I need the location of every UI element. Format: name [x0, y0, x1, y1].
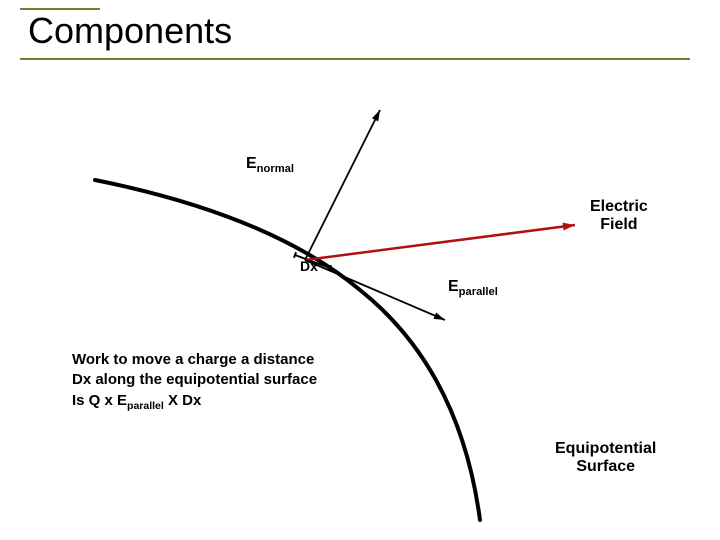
efield-vector [305, 223, 575, 260]
label-e-normal: Enormal [246, 155, 294, 175]
label-equipotential: EquipotentialSurface [555, 440, 656, 476]
label-dx: Dx [300, 258, 318, 274]
enormal-vector [305, 110, 380, 260]
work-text: Work to move a charge a distanceDx along… [72, 350, 317, 413]
slide: Components Enormal ElectricField Dx Epar… [0, 0, 720, 540]
label-electric-field: ElectricField [590, 198, 648, 234]
eparallel-vector [305, 260, 445, 320]
label-e-parallel: Eparallel [448, 278, 498, 298]
